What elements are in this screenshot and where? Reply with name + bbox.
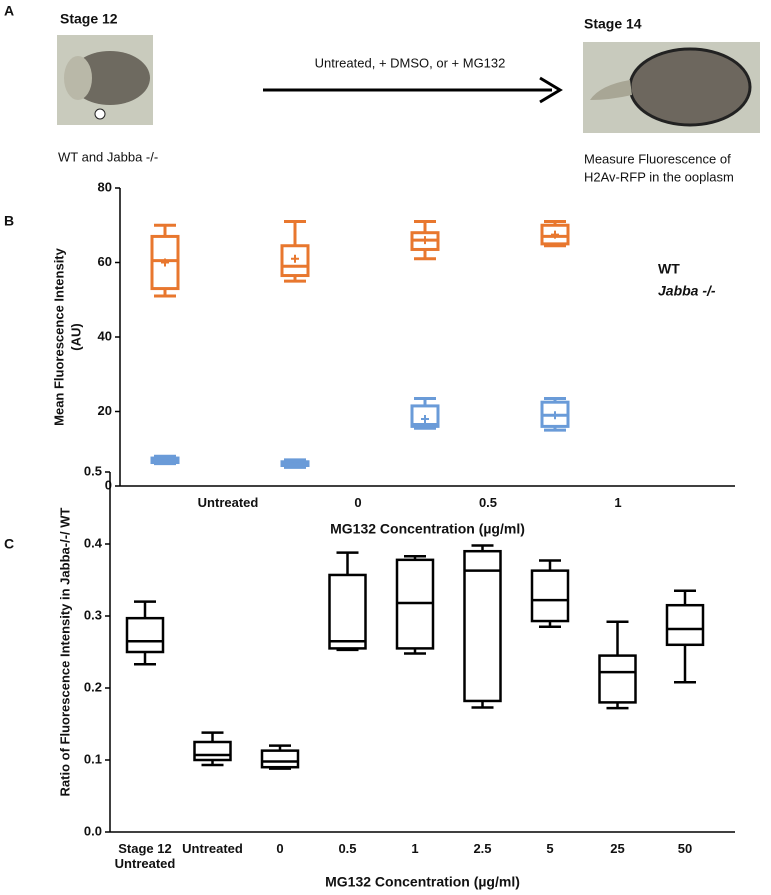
x-tick-label: 1 [411,841,419,856]
y-tick-label: 0 [105,477,112,492]
box [463,549,502,703]
image-caption: WT and Jabba -/- [58,149,158,164]
image-caption: Measure Fluorescence of [584,151,731,166]
x-tick-label: 5 [546,841,554,856]
egg-shape [70,51,150,105]
y-tick-label: 60 [98,254,112,269]
x-axis-label: MG132 Concentration (µg/ml) [325,874,520,890]
stage-title: Stage 12 [60,11,118,27]
mean-marker [551,411,559,420]
mean-marker [421,236,429,245]
y-tick-label: 0.4 [84,535,103,550]
x-tick-label: 1 [614,495,622,510]
image-caption: H2Av-RFP in the ooplasm [584,169,734,184]
x-tick-label: 0 [354,495,362,510]
x-tick-label: 0 [276,841,284,856]
mean-marker [161,258,169,267]
mean-marker [421,414,429,423]
x-axis-label: MG132 Concentration (µg/ml) [330,521,525,537]
bubble [94,108,106,120]
y-axis-label: Ratio of Fluorescence Intensity in Jabba… [57,507,72,796]
mean-marker [161,456,169,465]
box [125,616,165,654]
y-tick-label: 40 [98,328,112,343]
y-axis-label: (AU) [68,323,83,350]
y-tick-label: 0.0 [84,823,102,838]
egg-shape [628,47,752,127]
appendage [590,80,632,100]
y-axis-label: Mean Fluorescence Intensity [51,247,66,425]
mean-marker [291,459,299,468]
legend-entry: WT [658,261,680,277]
y-tick-label: 0.5 [84,463,102,478]
x-tick-label: 2.5 [473,841,492,856]
y-tick-label: 0.1 [84,751,102,766]
box [328,573,367,650]
mean-marker [551,230,559,239]
x-tick-label: 25 [610,841,625,856]
arrow-label: Untreated, + DMSO, or + MG132 [315,55,506,70]
box [530,569,570,623]
panel-label: A [4,3,14,19]
stage-title: Stage 14 [584,16,642,32]
box [598,654,637,704]
y-tick-label: 20 [98,403,112,418]
arrow-head [539,76,563,104]
panel-label: C [4,536,14,552]
box [260,749,300,769]
y-tick-label: 80 [98,179,112,194]
box [193,740,232,762]
mean-marker [291,254,299,263]
x-tick-label: 50 [677,841,693,856]
x-tick-label: Untreated [197,495,259,510]
box [665,603,705,647]
y-tick-label: 0.3 [84,607,102,622]
panel-label: B [4,213,14,229]
legend-entry: Jabba -/- [658,283,716,299]
nurse-cells [64,56,92,100]
x-tick-label: 0.5 [338,841,357,856]
y-tick-label: 0.2 [84,679,102,694]
x-tick-label: Untreated [182,841,243,856]
x-tick-label: 0.5 [478,495,498,510]
x-tick-label: Stage 12 Untreated [114,841,176,871]
